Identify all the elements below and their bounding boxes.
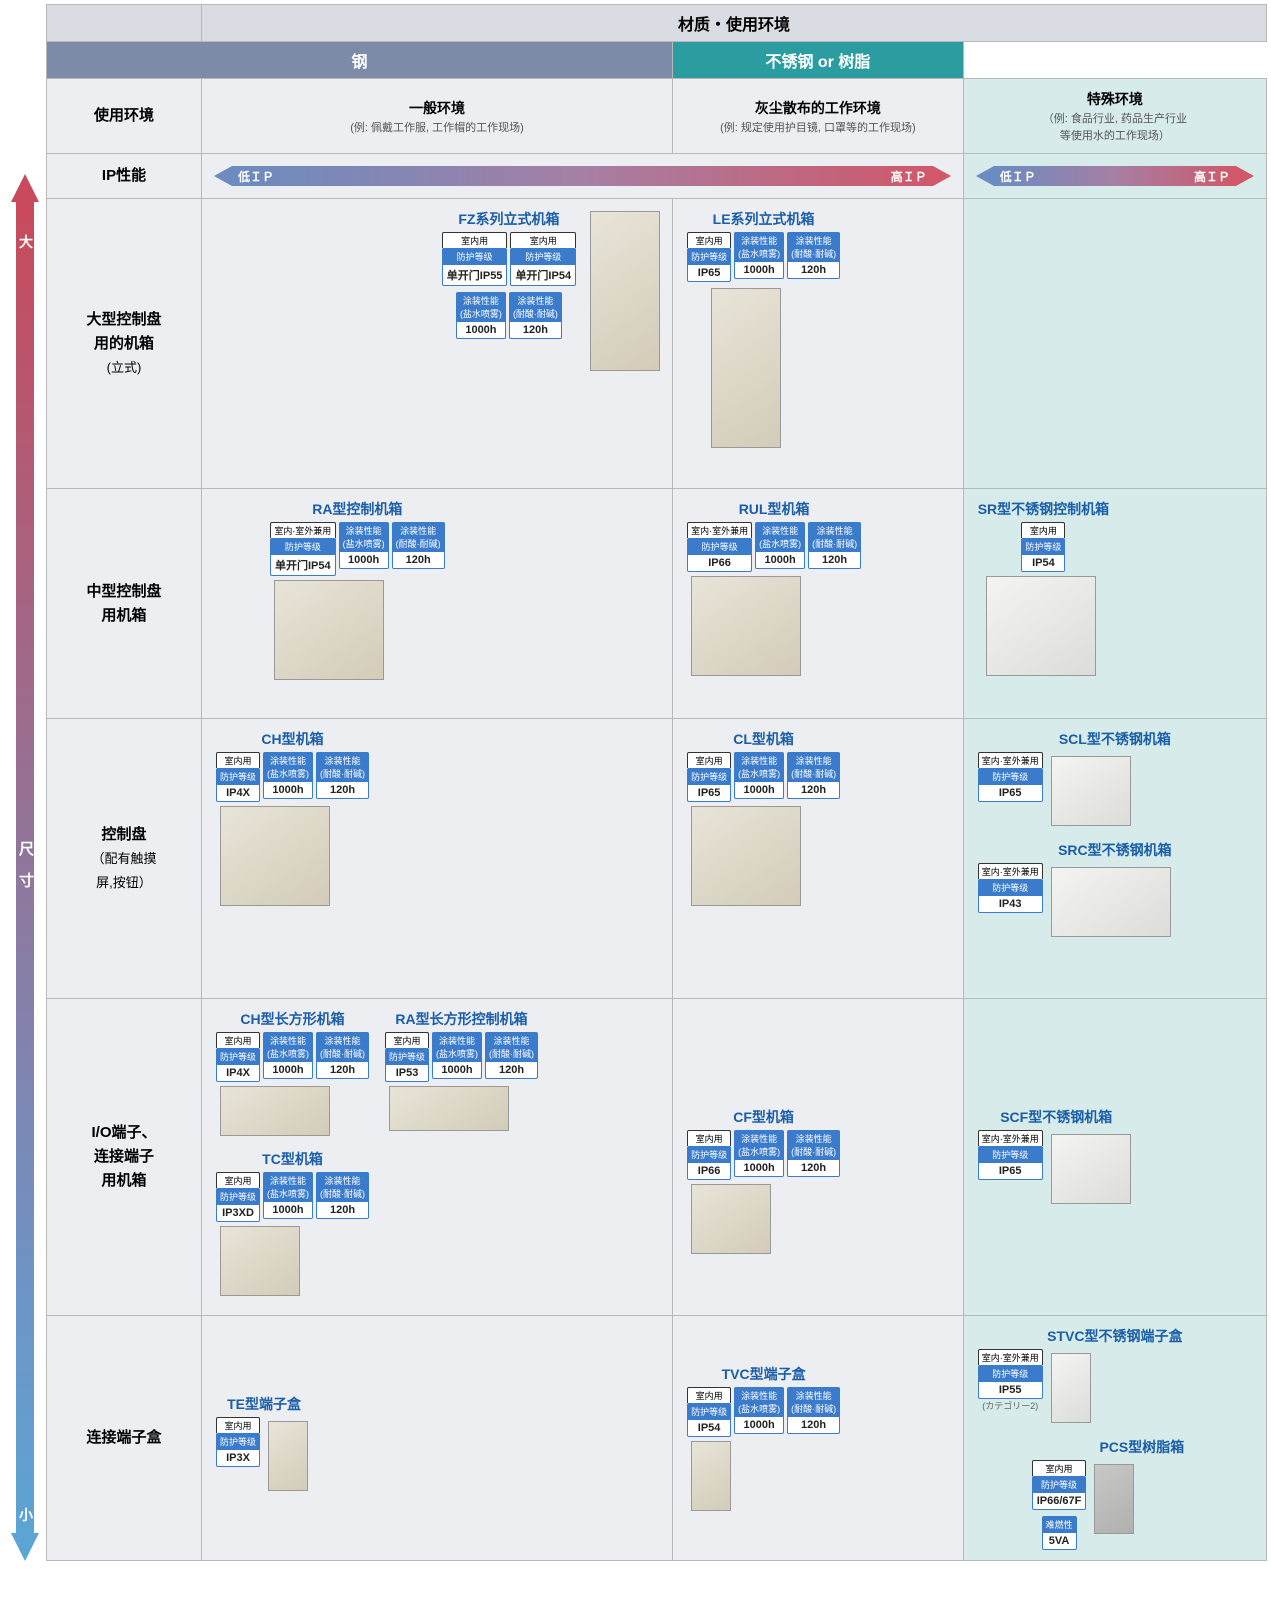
cell-io-general: CH型长方形机箱 室内用防护等级IP4X 涂装性能(盐水喷雾)1000h 涂装性… (202, 999, 673, 1316)
header-sus: 不锈钢 or 树脂 (673, 42, 964, 79)
ip-band-sus: 低ＩＰ高ＩＰ (963, 154, 1266, 199)
cell-mid-general: RA型控制机箱 室内·室外兼用防护等级单开门IP54 涂装性能(盐水喷雾)100… (202, 489, 673, 719)
arrow-down-icon (11, 1533, 39, 1561)
corner-cell (47, 5, 202, 42)
product-cf: CF型机箱 室内用防护等级IP66 涂装性能(盐水喷雾)1000h 涂装性能(耐… (687, 1107, 840, 1263)
cabinet-icon (691, 576, 801, 676)
product-rul: RUL型机箱 室内·室外兼用防护等级IP66 涂装性能(盐水喷雾)1000h 涂… (687, 499, 861, 685)
row-env-label: 使用环境 (47, 79, 202, 154)
row-io-label: I/O端子、 连接端子 用机箱 (47, 999, 202, 1316)
cabinet-icon (711, 288, 781, 448)
cell-io-dusty: CF型机箱 室内用防护等级IP66 涂装性能(盐水喷雾)1000h 涂装性能(耐… (673, 999, 964, 1316)
selection-matrix: 材质・使用环境 钢 不锈钢 or 树脂 使用环境 一般环境(例: 佩戴工作服, … (46, 4, 1267, 1561)
cell-term-general: TE型端子盒 室内用防护等级IP3X (202, 1316, 673, 1561)
product-ra: RA型控制机箱 室内·室外兼用防护等级单开门IP54 涂装性能(盐水喷雾)100… (270, 499, 445, 689)
product-scf: SCF型不锈钢机箱 室内·室外兼用防护等级IP65 (978, 1107, 1135, 1208)
env-dusty: 灰尘散布的工作环境(例: 规定使用护目镜, 口罩等的工作现场) (673, 79, 964, 154)
row-ip-label: IP性能 (47, 154, 202, 199)
cell-panel-dusty: CL型机箱 室内用防护等级IP65 涂装性能(盐水喷雾)1000h 涂装性能(耐… (673, 719, 964, 999)
header-steel: 钢 (47, 42, 673, 79)
product-ch-long: CH型长方形机箱 室内用防护等级IP4X 涂装性能(盐水喷雾)1000h 涂装性… (216, 1009, 369, 1145)
cell-panel-general: CH型机箱 室内用防护等级IP4X 涂装性能(盐水喷雾)1000h 涂装性能(耐… (202, 719, 673, 999)
product-ch: CH型机箱 室内用防护等级IP4X 涂装性能(盐水喷雾)1000h 涂装性能(耐… (216, 729, 369, 915)
cabinet-icon (1051, 1353, 1091, 1423)
cabinet-icon (389, 1086, 509, 1131)
product-ra-long: RA型长方形控制机箱 室内用防护等级IP53 涂装性能(盐水喷雾)1000h 涂… (385, 1009, 538, 1140)
row-panel-label: 控制盘（配有触摸 屏,按钮） (47, 719, 202, 999)
row-term-label: 连接端子盒 (47, 1316, 202, 1561)
product-stvc: STVC型不锈钢端子盒 室内·室外兼用防护等级IP55(カテゴリー2) (978, 1326, 1252, 1427)
axis-label-large: 大 (19, 232, 33, 252)
product-te: TE型端子盒 室内用防护等级IP3X (216, 1394, 312, 1495)
cabinet-icon (1094, 1464, 1134, 1534)
cabinet-icon (691, 1441, 731, 1511)
cabinet-icon (691, 1184, 771, 1254)
cell-mid-sus: SR型不锈钢控制机箱 室内用防护等级IP54 (963, 489, 1266, 719)
product-le: LE系列立式机箱 室内用防护等级IP65 涂装性能(盐水喷雾)1000h 涂装性… (687, 209, 840, 282)
product-tc: TC型机箱 室内用防护等级IP3XD 涂装性能(盐水喷雾)1000h 涂装性能(… (216, 1149, 369, 1305)
cell-large-general: FZ系列立式机箱 室内用防护等级单开门IP55 室内用防护等级单开门IP54 涂… (202, 199, 673, 489)
cell-panel-sus: SCL型不锈钢机箱 室内·室外兼用防护等级IP65 SRC型不锈钢机箱 室内·室… (963, 719, 1266, 999)
product-fz: FZ系列立式机箱 室内用防护等级单开门IP55 室内用防护等级单开门IP54 涂… (442, 209, 576, 339)
cell-io-sus: SCF型不锈钢机箱 室内·室外兼用防护等级IP65 (963, 999, 1266, 1316)
cabinet-icon (220, 1226, 300, 1296)
axis-label-size: 尺 寸 (15, 841, 36, 893)
cell-term-dusty: TVC型端子盒 室内用防护等级IP54 涂装性能(盐水喷雾)1000h 涂装性能… (673, 1316, 964, 1561)
ip-band-steel: 低ＩＰ高ＩＰ (202, 154, 964, 199)
header-main: 材质・使用环境 (202, 5, 1267, 42)
row-large-label: 大型控制盘 用的机箱(立式) (47, 199, 202, 489)
axis-label-small: 小 (19, 1505, 33, 1525)
size-axis: 大 尺 寸 小 (4, 174, 46, 1561)
product-sr: SR型不锈钢控制机箱 室内用防护等级IP54 (978, 499, 1109, 680)
cell-mid-dusty: RUL型机箱 室内·室外兼用防护等级IP66 涂装性能(盐水喷雾)1000h 涂… (673, 489, 964, 719)
cell-term-sus: STVC型不锈钢端子盒 室内·室外兼用防护等级IP55(カテゴリー2) PCS型… (963, 1316, 1266, 1561)
product-pcs: PCS型树脂箱 室内用防护等级IP66/67F 难燃性5VA (1032, 1437, 1252, 1550)
product-tvc: TVC型端子盒 室内用防护等级IP54 涂装性能(盐水喷雾)1000h 涂装性能… (687, 1364, 840, 1520)
cabinet-icon (1051, 867, 1171, 937)
product-scl: SCL型不锈钢机箱 室内·室外兼用防护等级IP65 (978, 729, 1252, 830)
cabinet-icon (1051, 756, 1131, 826)
cabinet-icon (220, 1086, 330, 1136)
product-cl: CL型机箱 室内用防护等级IP65 涂装性能(盐水喷雾)1000h 涂装性能(耐… (687, 729, 840, 915)
cabinet-icon (590, 211, 660, 371)
cabinet-icon (1051, 1134, 1131, 1204)
row-mid-label: 中型控制盘 用机箱 (47, 489, 202, 719)
product-src: SRC型不锈钢机箱 室内·室外兼用防护等级IP43 (978, 840, 1252, 941)
cabinet-icon (220, 806, 330, 906)
cell-large-sus (963, 199, 1266, 489)
env-general: 一般环境(例: 佩戴工作服, 工作帽的工作现场) (202, 79, 673, 154)
cell-large-dusty: LE系列立式机箱 室内用防护等级IP65 涂装性能(盐水喷雾)1000h 涂装性… (673, 199, 964, 489)
env-special: 特殊环境（例: 食品行业, 药品生产行业 等使用水的工作现场） (963, 79, 1266, 154)
arrow-up-icon (11, 174, 39, 202)
cabinet-icon (986, 576, 1096, 676)
cabinet-icon (268, 1421, 308, 1491)
cabinet-icon (691, 806, 801, 906)
cabinet-icon (274, 580, 384, 680)
